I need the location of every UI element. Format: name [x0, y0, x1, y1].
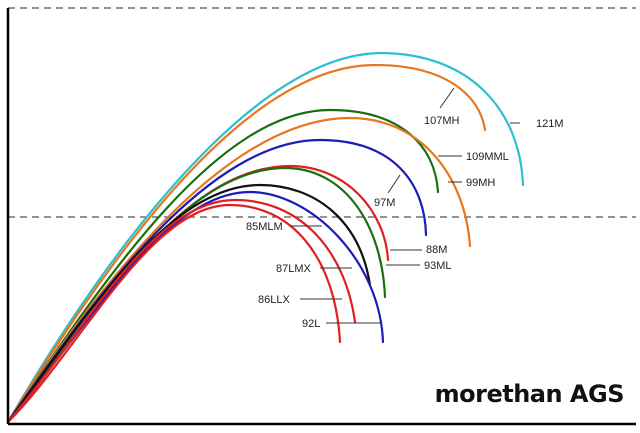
label-87lmx: 87LMX — [276, 263, 312, 275]
curve-107mh — [6, 63, 487, 424]
curve-86llx — [6, 198, 357, 424]
curve-92l — [6, 203, 342, 424]
label-107mh: 107MH — [424, 115, 460, 127]
curve-109mml — [6, 108, 440, 424]
label-92l: 92L — [302, 318, 320, 330]
label-86llx: 86LLX — [258, 294, 290, 306]
label-97m: 97M — [374, 197, 395, 209]
label-group: 121M 107MH 109MML 99MH 97M 88M 93ML 85MLM 87LMX 8… — [246, 87, 564, 330]
label-121m: 121M — [536, 118, 564, 130]
curve-group — [6, 51, 525, 424]
curve-85mlm — [6, 183, 372, 424]
curve-87lmx — [6, 190, 385, 424]
curve-99mh — [6, 116, 472, 424]
leader-97m — [387, 174, 401, 194]
label-85mlm: 85MLM — [246, 221, 283, 233]
curve-121m — [6, 51, 525, 424]
label-88m: 88M — [426, 244, 447, 256]
leader-107mh — [439, 87, 455, 109]
label-109mml: 109MML — [466, 151, 509, 163]
label-99mh: 99MH — [466, 177, 495, 189]
curve-97m — [6, 138, 428, 424]
brand-watermark: morethan AGS — [435, 380, 624, 408]
label-93ml: 93ML — [424, 260, 452, 272]
